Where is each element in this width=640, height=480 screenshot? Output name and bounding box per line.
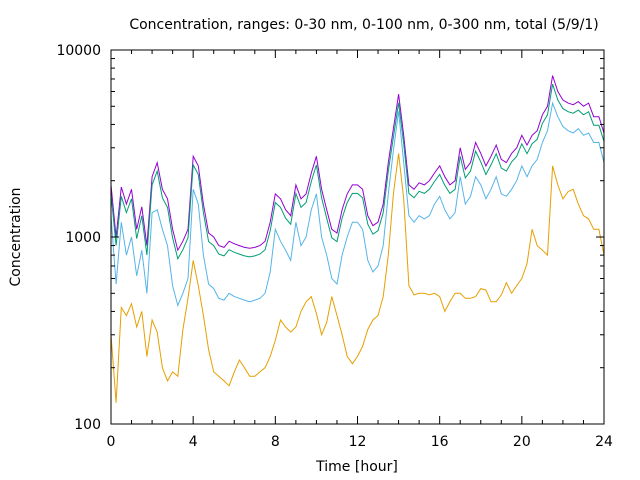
x-axis-label: Time [hour]: [315, 459, 398, 475]
chart-title: Concentration, ranges: 0-30 nm, 0-100 nm…: [129, 17, 598, 33]
x-tick-label: 0: [107, 434, 116, 450]
x-tick-label: 4: [189, 434, 198, 450]
ticks-layer: 0 4 8 12 16 20 24 100 1000 10000: [56, 43, 613, 450]
x-tick-label: 12: [349, 434, 367, 450]
series-layer: [110, 75, 605, 403]
series-line-2: [110, 83, 605, 261]
x-tick-label: 16: [431, 434, 449, 450]
y-tick-label: 10000: [56, 43, 101, 59]
y-axis-label: Concentration: [8, 187, 24, 286]
series-line-3: [110, 101, 605, 308]
x-tick-label: 8: [271, 434, 280, 450]
series-line-4: [110, 153, 605, 403]
x-tick-label: 20: [513, 434, 531, 450]
series-line-1: [110, 75, 605, 252]
x-tick-label: 24: [595, 434, 613, 450]
y-tick-label: 100: [74, 417, 101, 433]
y-tick-label: 1000: [65, 230, 101, 246]
